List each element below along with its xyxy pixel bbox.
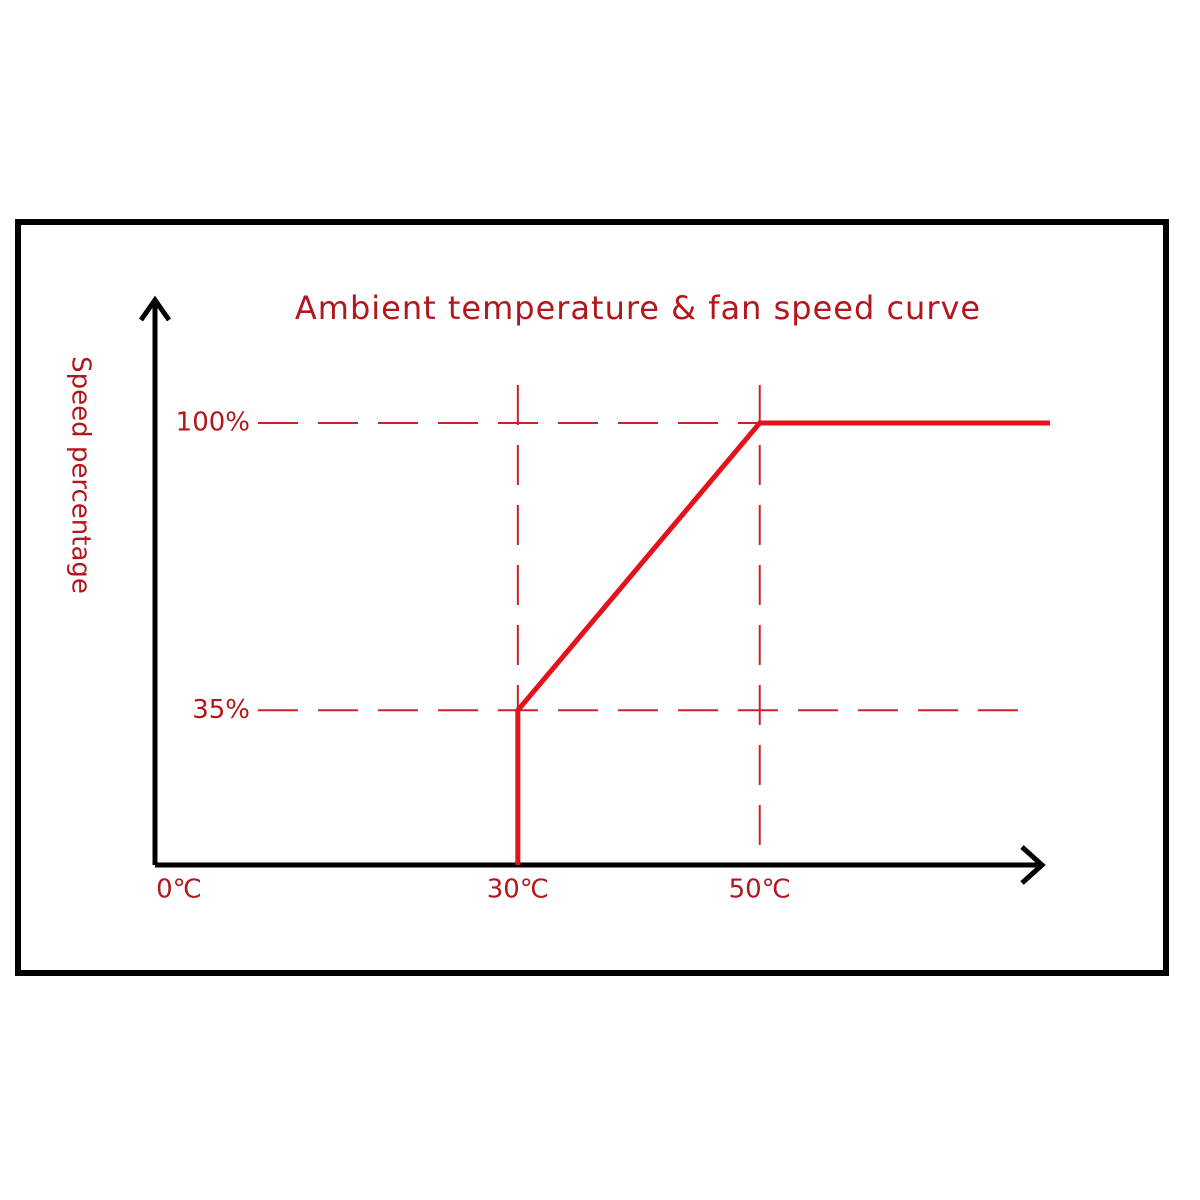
axes [138,295,1046,885]
x-tick-label: 50℃ [729,875,791,905]
y-tick-label: 35% [192,695,250,725]
y-axis-label: Speed percentage [66,356,96,594]
frame [15,219,1169,976]
x-axis-arrow [1020,845,1046,885]
x-tick-label: 30℃ [487,875,549,905]
grid [258,385,1032,865]
data-line [515,420,1050,865]
y-axis-arrow [138,295,172,322]
chart-title: Ambient temperature & fan speed curve [295,289,981,327]
x-tick-label: 0℃ [156,875,202,905]
y-tick-label: 100% [176,408,250,438]
